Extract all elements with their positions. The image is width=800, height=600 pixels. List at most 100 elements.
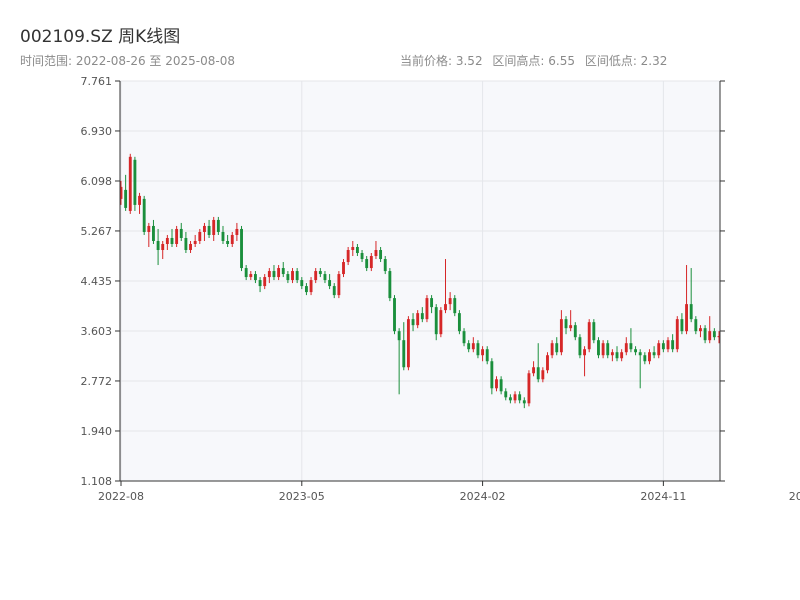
candle-body — [425, 298, 429, 320]
candle-body — [518, 394, 522, 401]
candle — [179, 222, 183, 241]
candle — [277, 265, 281, 281]
candle — [346, 247, 350, 266]
candle — [365, 256, 369, 272]
candle-body — [119, 186, 123, 199]
candle-body — [555, 343, 559, 353]
candle — [295, 268, 299, 284]
y-tick-label: 1.940 — [81, 425, 113, 438]
candle — [263, 274, 267, 290]
candle-body — [467, 343, 471, 350]
y-tick-label: 5.267 — [81, 225, 113, 238]
candle — [388, 268, 392, 302]
candle — [184, 231, 188, 254]
candle — [555, 337, 559, 356]
candle — [175, 225, 179, 248]
candle-body — [212, 219, 216, 235]
candle-body — [680, 319, 684, 332]
candle-body — [161, 243, 165, 251]
candle — [485, 346, 489, 365]
candle — [253, 271, 257, 284]
candle — [444, 259, 447, 314]
candle-body — [615, 352, 619, 359]
candle-body — [420, 313, 424, 320]
candle-body — [513, 394, 517, 401]
candle-body — [406, 319, 410, 368]
candle — [425, 295, 429, 323]
candle — [244, 265, 248, 281]
candle — [513, 391, 517, 404]
candle — [559, 310, 563, 356]
candle — [281, 262, 285, 278]
y-tick-label: 3.603 — [81, 325, 113, 338]
candle — [661, 340, 665, 353]
candle — [328, 274, 332, 290]
candle — [152, 219, 155, 244]
candle — [504, 388, 508, 401]
candle-body — [699, 328, 702, 332]
candle-body — [536, 367, 540, 380]
candle-body — [328, 280, 332, 287]
candle — [342, 259, 345, 278]
candle — [221, 225, 225, 244]
candle-body — [661, 343, 665, 350]
candle-body — [170, 237, 174, 244]
chart-title: 002109.SZ 周K线图 — [20, 27, 181, 47]
candle-body — [624, 343, 628, 353]
candle-body — [685, 304, 688, 332]
range-low: 区间低点: 2.32 — [584, 54, 668, 68]
y-tick-label: 6.098 — [81, 175, 113, 188]
candle-body — [175, 228, 179, 244]
candle-body — [583, 349, 587, 356]
candle-body — [439, 310, 443, 335]
candle-body — [189, 243, 192, 251]
candle-body — [156, 240, 160, 251]
candle-body — [559, 319, 563, 353]
candle-body — [133, 159, 137, 205]
candle — [578, 334, 582, 359]
candle — [527, 370, 531, 407]
candle-body — [481, 349, 485, 356]
candle — [351, 240, 355, 257]
candle-body — [142, 198, 146, 232]
candle — [235, 222, 239, 241]
candle-body — [717, 335, 721, 338]
candle-body — [606, 343, 610, 356]
candle — [189, 240, 192, 254]
candle — [128, 153, 132, 214]
x-tick-label: 2024-11 — [640, 490, 686, 503]
candle — [490, 358, 494, 395]
candle — [119, 180, 123, 205]
candle-body — [318, 271, 322, 275]
candle-body — [444, 304, 447, 311]
candle — [467, 340, 471, 353]
candle — [193, 234, 197, 248]
candle-body — [485, 349, 489, 362]
candle-body — [346, 250, 350, 263]
candle-body — [365, 259, 369, 269]
candle — [634, 346, 637, 356]
candle-body — [546, 355, 549, 371]
candle — [708, 316, 712, 344]
candle-body — [272, 271, 276, 278]
candle — [569, 310, 573, 332]
candle-body — [532, 367, 536, 374]
candle — [142, 195, 146, 235]
candle-body — [689, 304, 693, 320]
candle — [383, 256, 387, 275]
candle — [573, 322, 577, 341]
candle-body — [253, 274, 257, 281]
candle-body — [379, 250, 383, 260]
candle-body — [453, 298, 457, 314]
candle — [457, 310, 461, 335]
candle — [694, 316, 698, 335]
candle — [648, 349, 651, 365]
candle — [240, 225, 243, 272]
candle — [657, 340, 661, 359]
candle — [564, 316, 568, 335]
candle — [471, 337, 475, 353]
candle — [689, 268, 693, 323]
candle-body — [263, 277, 267, 287]
y-tick-label: 1.108 — [81, 475, 113, 488]
